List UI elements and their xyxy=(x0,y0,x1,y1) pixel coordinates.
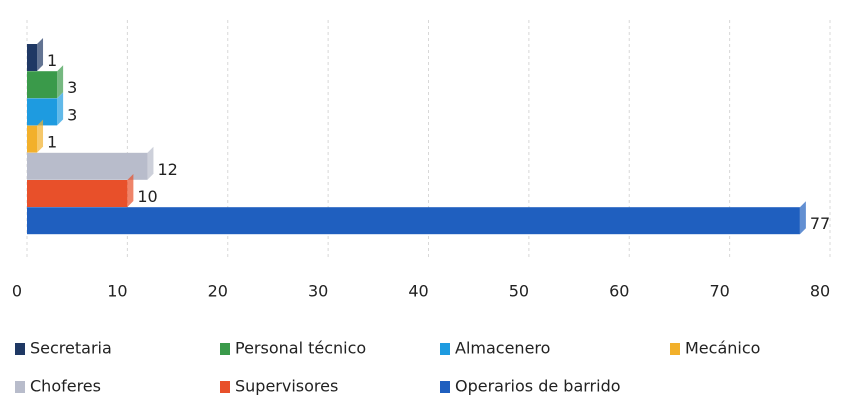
x-tick-label: 60 xyxy=(609,282,629,301)
bar xyxy=(27,125,38,153)
legend-label: Operarios de barrido xyxy=(455,377,621,396)
x-tick-label: 10 xyxy=(107,282,127,301)
bar xyxy=(27,180,128,207)
x-tick-label: 0 xyxy=(12,282,22,301)
data-label: 12 xyxy=(157,160,177,179)
legend-label: Personal técnico xyxy=(235,339,366,358)
legend-swatch xyxy=(440,343,450,355)
legend-label: Mecánico xyxy=(685,339,760,358)
bar xyxy=(27,71,58,99)
legend-swatch xyxy=(440,381,450,393)
data-label: 10 xyxy=(137,187,157,206)
data-label: 3 xyxy=(67,105,77,124)
data-label: 1 xyxy=(47,51,57,70)
bar-side xyxy=(57,92,64,126)
x-tick-label: 50 xyxy=(509,282,529,301)
legend-swatch xyxy=(220,381,230,393)
data-label: 3 xyxy=(67,78,77,97)
bar xyxy=(27,152,148,180)
legend-swatch xyxy=(15,343,25,355)
data-label: 77 xyxy=(810,214,830,233)
x-tick-label: 40 xyxy=(408,282,428,301)
bar-side xyxy=(37,38,44,71)
x-tick-label: 20 xyxy=(208,282,228,301)
legend-label: Secretaria xyxy=(30,339,112,358)
bar-side xyxy=(57,65,64,99)
legend-swatch xyxy=(15,381,25,393)
legend-label: Almacenero xyxy=(455,339,550,358)
legend-swatch xyxy=(670,343,680,355)
legend-swatch xyxy=(220,343,230,355)
bar xyxy=(27,44,38,71)
bar-side xyxy=(799,201,806,235)
x-tick-label: 30 xyxy=(308,282,328,301)
bar-side xyxy=(127,174,134,207)
legend-label: Supervisores xyxy=(235,377,338,396)
x-tick-label: 70 xyxy=(709,282,729,301)
legend-label: Choferes xyxy=(30,377,101,396)
bar-side xyxy=(37,119,44,153)
bar-side xyxy=(147,146,154,180)
data-label: 1 xyxy=(47,133,57,152)
x-tick-label: 80 xyxy=(810,282,830,301)
bar xyxy=(27,207,800,235)
